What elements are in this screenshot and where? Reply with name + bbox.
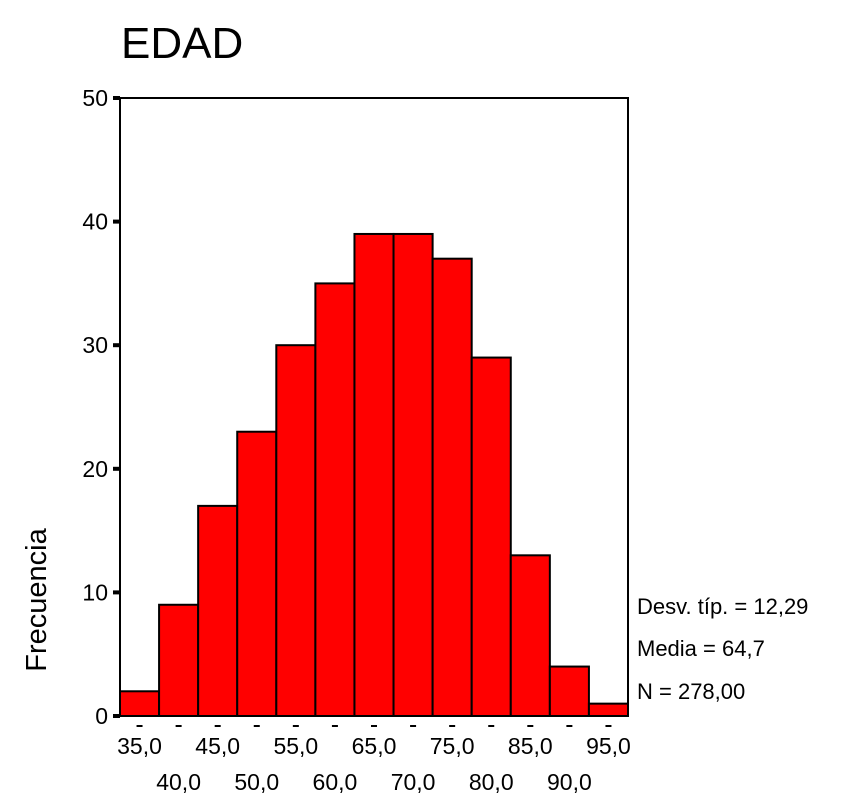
y-tick-label: 30 bbox=[82, 332, 108, 358]
plot-frame bbox=[119, 97, 629, 717]
x-tick-label: 55,0 bbox=[273, 733, 318, 759]
x-axis: 35,0 45,0 55,0 65,0 75,0 85,0 95,0 40,0 50,0 60,0… bbox=[117, 725, 631, 795]
x-tick-label: 60,0 bbox=[313, 769, 358, 795]
histogram-bar bbox=[158, 603, 200, 718]
histogram-bar bbox=[392, 232, 434, 718]
x-tick-label: 80,0 bbox=[469, 769, 514, 795]
histogram-bar bbox=[236, 430, 278, 717]
y-tick-label: 20 bbox=[82, 456, 108, 482]
x-tick-label: 40,0 bbox=[156, 769, 201, 795]
histogram-bar bbox=[119, 690, 161, 718]
stat-n: N = 278,00 bbox=[637, 679, 745, 704]
x-tick-label: 85,0 bbox=[508, 733, 553, 759]
histogram-bar bbox=[431, 257, 473, 717]
x-tick-label: 95,0 bbox=[586, 733, 631, 759]
chart-title: EDAD bbox=[121, 19, 243, 68]
histogram-bar bbox=[509, 554, 551, 717]
histogram-bar bbox=[275, 344, 317, 717]
stat-std: Desv. típ. = 12,29 bbox=[637, 594, 808, 619]
x-tick-label: 45,0 bbox=[195, 733, 240, 759]
y-tick-label: 50 bbox=[82, 85, 108, 111]
y-tick-label: 0 bbox=[95, 703, 108, 729]
y-tick-label: 40 bbox=[82, 209, 108, 235]
x-tick-label: 90,0 bbox=[547, 769, 592, 795]
x-tick-label: 70,0 bbox=[391, 769, 436, 795]
y-axis-label: Frecuencia bbox=[21, 527, 53, 671]
histogram-bar bbox=[314, 282, 356, 717]
x-tick-label: 50,0 bbox=[234, 769, 279, 795]
x-tick-label: 65,0 bbox=[352, 733, 397, 759]
histogram-bar bbox=[197, 504, 239, 717]
histogram-bar bbox=[353, 232, 395, 718]
x-tick-label: 75,0 bbox=[430, 733, 475, 759]
y-tick-label: 10 bbox=[82, 579, 108, 605]
x-tick-label: 35,0 bbox=[117, 733, 162, 759]
histogram-bar bbox=[470, 356, 512, 717]
histogram-bar bbox=[587, 702, 630, 718]
histogram-bar bbox=[548, 665, 590, 717]
bars-group bbox=[119, 232, 630, 718]
stat-mean: Media = 64,7 bbox=[637, 636, 765, 661]
y-axis: 0 10 20 30 40 50 bbox=[82, 85, 120, 729]
